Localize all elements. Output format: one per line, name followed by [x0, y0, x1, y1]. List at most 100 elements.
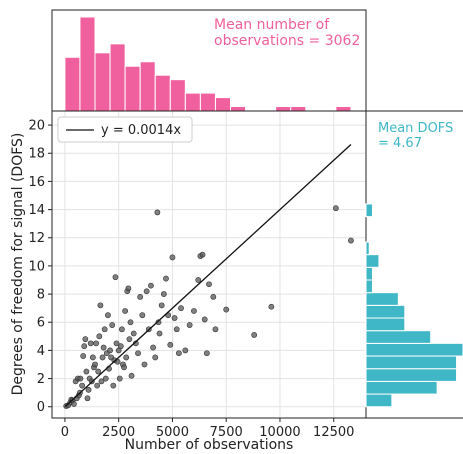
scatter-point	[223, 306, 230, 313]
y-tick-label: 8	[37, 288, 45, 303]
top-histogram-annotation-line-1: Mean number of	[214, 17, 330, 33]
x-tick-label: 2500	[102, 425, 135, 440]
top-histogram-bar	[275, 106, 292, 112]
scatter-point	[148, 282, 154, 289]
y-tick-label: 12	[28, 231, 45, 246]
x-tick-label: 7500	[210, 425, 243, 440]
scatter-point	[163, 275, 169, 282]
x-tick-label: 0	[61, 425, 69, 440]
scatter-points	[63, 205, 354, 409]
scatter-point	[150, 344, 156, 351]
scatter-point	[332, 205, 339, 212]
scatter-point	[158, 302, 165, 309]
top-histogram-bar	[214, 97, 232, 112]
scatter-point	[113, 340, 120, 347]
scatter-point	[186, 322, 193, 328]
right-histogram-panel: Mean DOFS = 4.67	[365, 110, 463, 419]
scatter-point	[99, 354, 106, 361]
right-histogram-bar	[365, 380, 438, 395]
top-histogram-bar	[169, 79, 186, 112]
right-histogram-bar	[365, 342, 463, 357]
scatter-point	[127, 319, 134, 326]
top-histogram-bars	[64, 16, 352, 112]
scatter-point	[152, 354, 159, 361]
right-histogram-bar	[365, 266, 373, 281]
y-axis-ticks: 0 2 4 6 8 10 12 14 16 18 20	[28, 119, 52, 415]
scatter-point	[121, 364, 127, 371]
y-tick-label: 4	[37, 344, 45, 359]
top-histogram-bar	[230, 106, 247, 112]
scatter-point	[126, 336, 133, 343]
right-histogram-bar	[365, 292, 399, 306]
scatter-point	[98, 378, 105, 385]
scatter-point	[206, 281, 212, 288]
y-tick-label: 18	[28, 147, 45, 162]
top-histogram-panel: Mean number of observations = 3062	[51, 9, 367, 112]
top-histogram-bar	[64, 56, 81, 112]
scatter-point	[117, 343, 124, 350]
right-histogram-bar	[365, 279, 373, 294]
scatter-point	[81, 343, 88, 350]
scatter-point	[191, 308, 197, 314]
scatter-point	[155, 319, 162, 326]
scatter-point	[89, 354, 96, 361]
scatter-point	[116, 375, 123, 382]
scatter-point	[212, 326, 219, 333]
y-tick-label: 6	[37, 316, 45, 331]
scatter-point	[95, 368, 102, 375]
scatter-point	[156, 330, 163, 337]
top-histogram-bar	[139, 61, 156, 112]
y-tick-label: 10	[28, 259, 45, 274]
right-histogram-bar	[365, 203, 373, 218]
scatter-panel: 0 2500 5000 7500 10000 12500 0 2 4 6 8 10 12 14 16 18 2…	[10, 110, 367, 453]
top-histogram-bar	[184, 92, 201, 112]
scatter-point	[348, 237, 354, 244]
scatter-point	[169, 254, 176, 261]
top-histogram-bar	[154, 74, 171, 112]
top-histogram-annotation-line-2: observations = 3062	[214, 33, 360, 49]
x-tick-label: 10000	[259, 425, 300, 440]
top-histogram-bar	[199, 92, 216, 112]
right-histogram-bar	[365, 254, 380, 268]
x-axis-ticks: 0 2500 5000 7500 10000 12500	[61, 418, 354, 440]
scatter-point	[107, 347, 113, 354]
scatter-point	[268, 303, 275, 310]
scatter-point	[203, 350, 210, 357]
right-histogram-bars	[365, 203, 463, 408]
scatter-point	[167, 341, 174, 348]
right-histogram-annotation-line-1: Mean DOFS	[378, 121, 453, 136]
scatter-point	[122, 308, 129, 314]
scatter-point	[143, 288, 150, 295]
scatter-point	[210, 293, 217, 300]
scatter-point	[139, 312, 146, 319]
scatter-point	[101, 326, 108, 333]
scatter-point	[141, 361, 148, 368]
right-histogram-bar	[365, 393, 393, 408]
scatter-point	[135, 350, 141, 357]
scatter-point	[80, 353, 87, 359]
grid-lines	[52, 111, 366, 418]
right-histogram-bar	[365, 368, 458, 382]
top-histogram-bar	[109, 43, 126, 112]
right-histogram-annotation-line-2: = 4.67	[378, 136, 422, 151]
scatter-point	[130, 330, 137, 337]
x-tick-label: 12500	[313, 425, 354, 440]
scatter-point	[100, 344, 107, 351]
scatter-point	[201, 316, 208, 323]
scatter-point	[97, 302, 104, 309]
x-tick-label: 5000	[156, 425, 189, 440]
scatter-point	[175, 350, 182, 357]
y-tick-label: 2	[37, 372, 45, 387]
top-histogram-bar	[94, 52, 111, 112]
top-histogram-bar	[290, 106, 307, 112]
scatter-point	[83, 368, 90, 375]
scatter-point	[105, 312, 111, 319]
scatter-point	[79, 382, 86, 389]
scatter-point	[154, 209, 161, 216]
y-axis-label: Degrees of freedom for signal (DOFS)	[10, 133, 26, 396]
right-histogram-bar	[365, 304, 406, 319]
scatter-point	[92, 361, 98, 368]
right-histogram-bar	[365, 355, 458, 370]
legend: y = 0.0014x	[57, 116, 193, 143]
